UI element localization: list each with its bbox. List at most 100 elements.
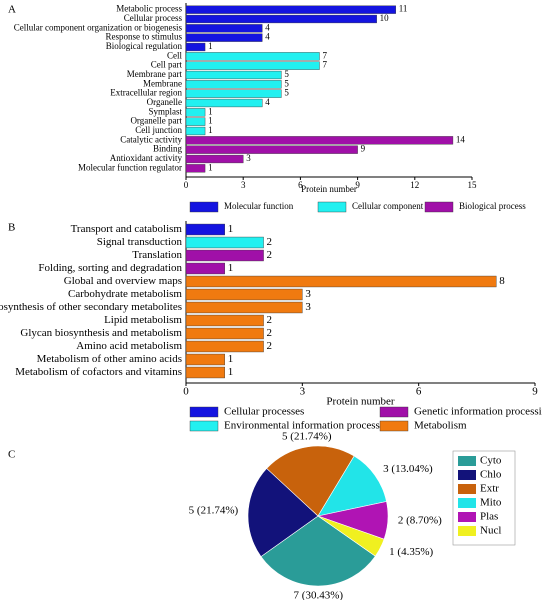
y-tick-label: Biological regulation bbox=[106, 41, 183, 51]
bar bbox=[185, 24, 263, 33]
pie-slice bbox=[317, 455, 387, 517]
bar-label: 5 bbox=[284, 78, 289, 88]
y-tick-label: Response to stimulus bbox=[105, 32, 182, 42]
bar-label: 2 bbox=[267, 327, 273, 339]
legend-label: Nucl bbox=[480, 525, 501, 537]
x-axis-label: Protein number bbox=[326, 396, 394, 408]
bar-label: 3 bbox=[305, 288, 311, 300]
x-tick-label: 15 bbox=[468, 180, 478, 190]
legend-swatch bbox=[379, 420, 409, 432]
x-tick-label: 3 bbox=[300, 386, 306, 398]
x-tick-label: 0 bbox=[184, 180, 189, 190]
slice-label: 1 (4.35%) bbox=[389, 546, 433, 558]
x-axis-label: Protein number bbox=[301, 184, 357, 194]
bar bbox=[185, 236, 264, 249]
legend-label: Chlo bbox=[480, 469, 502, 481]
legend-swatch bbox=[379, 406, 409, 418]
bar-label: 1 bbox=[228, 223, 234, 235]
bar bbox=[185, 126, 206, 136]
y-tick-label: Extracellular region bbox=[110, 88, 182, 98]
bar-label: 10 bbox=[380, 13, 390, 23]
y-tick-label: Cell junction bbox=[135, 125, 182, 135]
bar bbox=[185, 327, 264, 340]
bar bbox=[185, 164, 206, 173]
y-tick-label: Translation bbox=[132, 249, 182, 261]
bar bbox=[185, 70, 282, 80]
legend-label: Cyto bbox=[480, 455, 502, 467]
legend-label: Metabolism bbox=[414, 420, 467, 432]
legend-label: Cellular processes bbox=[224, 406, 304, 418]
y-tick-label: Cell bbox=[167, 50, 182, 60]
y-tick-label: Membrane part bbox=[127, 69, 183, 79]
bar-label: 5 bbox=[284, 69, 289, 79]
bar-label: 4 bbox=[265, 97, 270, 107]
legend-swatch bbox=[317, 201, 347, 213]
bar-label: 2 bbox=[267, 236, 273, 248]
bar bbox=[185, 249, 264, 262]
bar bbox=[185, 80, 282, 89]
slice-label: 7 (30.43%) bbox=[294, 590, 344, 600]
legend-label: Environmental information processing bbox=[224, 420, 394, 432]
legend-swatch bbox=[458, 512, 476, 522]
y-tick-label: Organelle bbox=[147, 97, 182, 107]
legend-swatch bbox=[458, 470, 476, 480]
bar-label: 9 bbox=[361, 144, 366, 154]
bar-label: 2 bbox=[267, 249, 273, 261]
bar-label: 1 bbox=[208, 125, 213, 135]
panel-label: C bbox=[8, 449, 15, 461]
y-tick-label: Folding, sorting and degradation bbox=[38, 262, 182, 274]
legend-swatch bbox=[189, 406, 219, 418]
bar bbox=[185, 108, 206, 117]
bar bbox=[185, 154, 244, 164]
legend-label: Biological process bbox=[459, 201, 526, 211]
legend-label: Plas bbox=[480, 511, 498, 523]
bar-label: 3 bbox=[305, 301, 311, 313]
bar-label: 7 bbox=[322, 60, 327, 70]
bar-label: 1 bbox=[228, 353, 234, 365]
y-tick-label: Antioxidant activity bbox=[110, 153, 183, 163]
bar-label: 1 bbox=[208, 41, 213, 51]
x-tick-label: 6 bbox=[416, 386, 422, 398]
bar bbox=[185, 340, 264, 353]
legend-label: Mito bbox=[480, 497, 502, 509]
legend-swatch bbox=[189, 201, 219, 213]
bar-label: 1 bbox=[208, 106, 213, 116]
legend-swatch bbox=[189, 420, 219, 432]
x-tick-label: 12 bbox=[410, 180, 419, 190]
x-tick-label: 9 bbox=[355, 180, 360, 190]
x-tick-label: 6 bbox=[298, 180, 303, 190]
legend-label: Cellular component bbox=[352, 201, 424, 211]
legend-frame bbox=[452, 450, 516, 546]
slice-label: 5 (21.74%) bbox=[189, 504, 239, 516]
bar bbox=[185, 262, 225, 275]
y-tick-label: Symplast bbox=[148, 106, 182, 116]
bar bbox=[185, 314, 264, 327]
panel-label: A bbox=[8, 4, 16, 16]
bar-label: 4 bbox=[265, 22, 270, 32]
y-tick-label: Metabolism of cofactors and vitamins bbox=[15, 366, 182, 378]
y-tick-label: Biosynthesis of other secondary metaboli… bbox=[0, 301, 182, 313]
x-tick-label: 9 bbox=[532, 386, 538, 398]
legend-swatch bbox=[458, 484, 476, 494]
x-tick-label: 3 bbox=[241, 180, 246, 190]
bar bbox=[185, 33, 263, 42]
pie-slice bbox=[266, 445, 355, 517]
bar bbox=[185, 14, 377, 24]
bar bbox=[185, 353, 225, 366]
bar bbox=[185, 145, 358, 154]
y-tick-label: Molecular function regulator bbox=[78, 162, 182, 172]
y-tick-label: Transport and catabolism bbox=[71, 223, 183, 235]
legend-label: Extr bbox=[480, 483, 499, 495]
y-tick-label: Membrane bbox=[143, 78, 182, 88]
pie-slice bbox=[317, 515, 385, 557]
slice-label: 5 (21.74%) bbox=[282, 430, 332, 442]
panel-label: B bbox=[8, 222, 15, 234]
y-tick-label: Lipid metabolism bbox=[104, 314, 182, 326]
legend-swatch bbox=[458, 498, 476, 508]
pie-slice bbox=[260, 515, 376, 587]
y-tick-label: Signal transduction bbox=[97, 236, 183, 248]
y-tick-label: Catalytic activity bbox=[120, 134, 182, 144]
bar-label: 7 bbox=[322, 50, 327, 60]
bar bbox=[185, 42, 206, 52]
